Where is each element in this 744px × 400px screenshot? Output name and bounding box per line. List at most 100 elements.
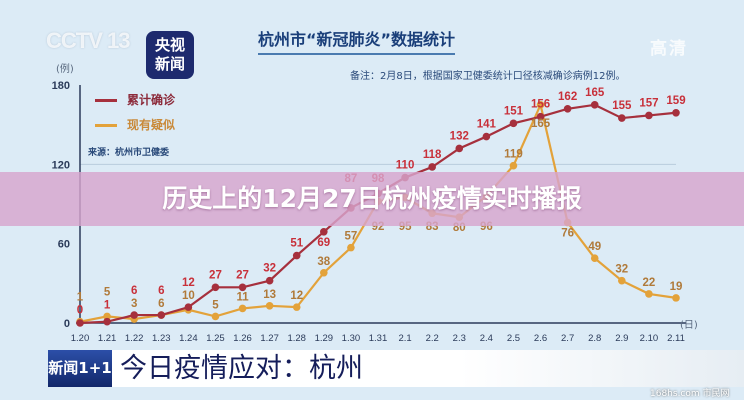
data-point (76, 319, 84, 327)
data-label: 32 (615, 264, 628, 276)
data-label: 51 (290, 238, 303, 250)
y-tick-label: 180 (52, 80, 70, 92)
data-point (292, 251, 301, 260)
overlay-band (0, 172, 744, 226)
data-label: 6 (158, 285, 164, 297)
data-label: 76 (561, 228, 574, 240)
x-tick-label: 2.10 (640, 333, 659, 344)
cctv-logo: CCTV 13 (46, 28, 130, 53)
y-tick-label: 120 (52, 159, 70, 171)
data-label: 10 (182, 290, 195, 302)
data-point (130, 311, 138, 319)
cctv-news-app-logo: 央视 新闻 (146, 31, 194, 79)
legend-label: 现有疑似 (127, 118, 176, 132)
data-label: 118 (423, 149, 442, 161)
data-label: 12 (290, 290, 303, 302)
data-label: 11 (236, 291, 249, 303)
data-label: 110 (396, 160, 415, 172)
data-label: 12 (182, 277, 195, 289)
banner-headline: 今日疫情应对：杭州 (120, 353, 363, 384)
data-point (645, 290, 653, 298)
data-label: 1 (104, 299, 111, 311)
data-point (455, 144, 464, 153)
data-point (536, 112, 545, 121)
data-label: 27 (209, 269, 222, 281)
data-point (103, 317, 111, 326)
data-label: 5 (212, 299, 219, 311)
data-point (618, 114, 626, 122)
x-tick-label: 1.31 (369, 333, 388, 344)
x-tick-label: 2.8 (588, 333, 601, 344)
x-tick-label: 2.2 (426, 333, 439, 344)
data-point (428, 163, 436, 171)
data-point (320, 227, 328, 236)
x-axis-unit: (日) (680, 320, 698, 331)
data-label: 32 (263, 263, 276, 275)
chart-source: 来源：杭州市卫健委 (88, 148, 170, 158)
data-label: 69 (317, 237, 330, 249)
data-point (482, 132, 491, 141)
watermark: 168hs.com 市民网 (650, 389, 730, 399)
data-label: 6 (158, 298, 164, 310)
data-point (211, 283, 220, 292)
x-tick-label: 2.11 (667, 333, 685, 344)
x-tick-label: 2.6 (534, 333, 547, 344)
data-point (509, 119, 518, 128)
data-point (590, 254, 599, 263)
data-label: 165 (531, 118, 551, 130)
data-point (590, 101, 599, 109)
chart-note: 备注：2月8日，根据国家卫健委统计口径核减确诊病例12例。 (350, 71, 626, 82)
x-tick-label: 2.1 (398, 333, 411, 344)
y-axis-unit: (例) (56, 62, 74, 75)
data-point (157, 311, 166, 319)
data-point (184, 303, 193, 311)
data-point (211, 312, 220, 321)
data-label: 156 (531, 99, 550, 111)
data-label: 132 (450, 130, 469, 142)
overlay-title: 历史上的12月27日杭州疫情实时播报 (162, 184, 582, 213)
data-label: 5 (104, 286, 111, 298)
x-tick-label: 2.9 (615, 333, 628, 344)
data-label: 27 (236, 269, 249, 281)
y-tick-label: 60 (58, 239, 70, 251)
data-point (320, 268, 328, 277)
x-tick-label: 1.22 (125, 333, 144, 344)
data-label: 141 (477, 119, 497, 131)
data-label: 57 (345, 231, 358, 243)
legend-confirmed: 累计确诊 (95, 91, 175, 108)
data-label: 1 (77, 292, 84, 304)
legend-swatch (95, 124, 117, 127)
data-point (645, 111, 653, 120)
chart-title: 杭州市“新冠肺炎”数据统计 (258, 26, 456, 55)
data-label: 38 (317, 256, 330, 268)
data-label: 159 (666, 95, 685, 107)
legend-swatch (95, 99, 117, 102)
data-point (672, 108, 680, 117)
x-tick-label: 1.28 (287, 333, 306, 344)
data-label: 155 (612, 100, 632, 112)
data-point (103, 312, 111, 321)
logo-line-1: 央视 (154, 36, 185, 54)
legend-suspected: 现有疑似 (95, 116, 175, 133)
x-tick-label: 1.29 (315, 333, 334, 344)
data-label: 157 (639, 97, 658, 109)
x-tick-label: 1.30 (342, 333, 361, 344)
data-label: 119 (504, 149, 523, 161)
data-label: 165 (585, 87, 605, 99)
data-label: 19 (670, 281, 683, 293)
data-point (563, 105, 572, 113)
data-label: 49 (588, 241, 601, 253)
x-tick-label: 1.20 (71, 333, 90, 344)
data-point (672, 294, 680, 302)
data-label: 22 (643, 277, 656, 289)
x-tick-label: 1.24 (179, 333, 198, 344)
data-label: 151 (504, 105, 524, 117)
data-label: 6 (131, 285, 137, 297)
x-tick-label: 1.25 (206, 333, 225, 344)
data-point (509, 161, 518, 170)
data-point (265, 302, 274, 310)
x-tick-label: 2.5 (507, 333, 520, 344)
data-point (347, 243, 355, 252)
data-point (618, 276, 626, 285)
